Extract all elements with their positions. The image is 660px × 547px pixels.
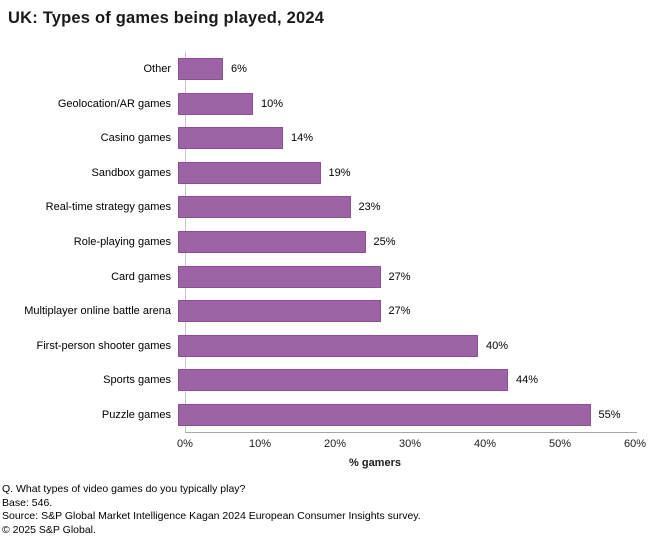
- bar: [178, 334, 478, 357]
- category-label: Geolocation/AR games: [57, 97, 171, 110]
- x-tick-label: 30%: [398, 438, 422, 450]
- category-label: Role-playing games: [73, 236, 171, 248]
- bar-track: 55%: [178, 403, 628, 426]
- bar-row: Sandbox games 19%: [0, 156, 660, 191]
- bar-row: Multiplayer online battle arena 27%: [0, 294, 660, 329]
- bar: [178, 196, 351, 219]
- category-label: Casino games: [100, 132, 171, 145]
- x-tick-label: 60%: [623, 438, 647, 450]
- bar-row: Card games 27%: [0, 259, 660, 294]
- x-tick-label: 40%: [473, 438, 496, 450]
- x-tick-label: 10%: [248, 438, 271, 450]
- value-label: 23%: [358, 201, 381, 214]
- value-label: 27%: [388, 270, 411, 283]
- footnotes: Q. What types of video games do you typi…: [2, 483, 652, 537]
- value-label: 19%: [328, 166, 351, 179]
- category-label: Real-time strategy games: [45, 201, 171, 214]
- bar-track: 10%: [178, 92, 628, 115]
- footnote-line: © 2025 S&P Global.: [2, 523, 96, 536]
- x-axis-ticks: 0% 10% 20% 30% 40% 50% 60%: [177, 438, 646, 452]
- value-label: 14%: [291, 132, 314, 145]
- value-label: 40%: [485, 339, 509, 352]
- category-label: Sandbox games: [91, 166, 172, 179]
- bar: [178, 265, 381, 288]
- bar-row: Real-time strategy games 23%: [0, 190, 660, 225]
- value-label: 10%: [260, 97, 284, 110]
- bar-track: 23%: [178, 196, 628, 219]
- category-label: Other: [143, 63, 171, 76]
- bar-track: 27%: [178, 300, 628, 323]
- bar-row: Puzzle games 55%: [0, 397, 660, 432]
- bar-track: 19%: [178, 161, 628, 184]
- value-label: 6%: [231, 63, 247, 76]
- bar-row: Sports games 44%: [0, 363, 660, 398]
- footnote-line: Q. What types of video games do you typi…: [2, 483, 246, 495]
- footnote-line: Source: S&P Global Market Intelligence K…: [2, 510, 421, 523]
- x-tick-label: 50%: [548, 438, 572, 450]
- category-label: Sports games: [103, 374, 171, 387]
- bar-row: First-person shooter games 40%: [0, 328, 660, 363]
- bar: [178, 300, 381, 323]
- value-label: 44%: [516, 374, 539, 387]
- x-tick-label: 0%: [177, 438, 193, 450]
- category-label: Multiplayer online battle arena: [24, 305, 171, 318]
- bar-track: 25%: [178, 231, 628, 253]
- value-label: 55%: [598, 408, 621, 421]
- bar: [178, 231, 366, 253]
- bar-track: 40%: [178, 334, 628, 357]
- bar-track: 27%: [178, 265, 628, 288]
- bar: [178, 369, 508, 392]
- bar: [178, 58, 223, 81]
- chart-title: UK: Types of games being played, 2024: [8, 9, 325, 27]
- bar-row: Role-playing games 25%: [0, 225, 660, 260]
- bar-track: 6%: [178, 58, 628, 81]
- footnote-line: Base: 546.: [2, 496, 53, 509]
- x-tick-label: 20%: [323, 438, 346, 450]
- value-label: 25%: [373, 236, 396, 248]
- bar-track: 14%: [178, 127, 628, 150]
- category-label: Card games: [111, 270, 171, 283]
- bar: [178, 161, 321, 184]
- category-label: First-person shooter games: [36, 339, 172, 352]
- bar: [178, 403, 591, 426]
- value-label: 27%: [388, 305, 411, 318]
- bar-row: Other 6%: [0, 52, 660, 87]
- bar-row: Geolocation/AR games 10%: [0, 87, 660, 122]
- bar-rows: Other 6% Geolocation/AR games 10% Casino…: [0, 52, 660, 432]
- x-axis-label: % gamers: [349, 457, 401, 469]
- bar: [178, 127, 283, 150]
- category-label: Puzzle games: [101, 408, 171, 421]
- bar-track: 44%: [178, 369, 628, 392]
- x-axis-line: [185, 432, 637, 433]
- bar: [178, 92, 253, 115]
- bar-row: Casino games 14%: [0, 121, 660, 156]
